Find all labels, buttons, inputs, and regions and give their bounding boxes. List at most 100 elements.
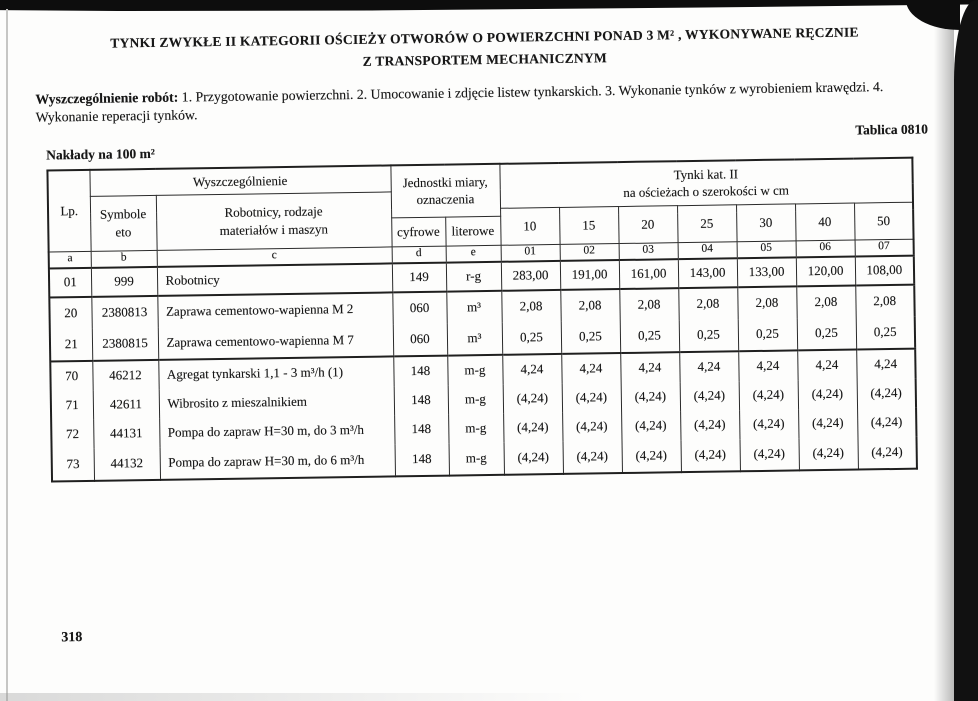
cell-value: 0,25 <box>796 317 857 351</box>
cell-value: (4,24) <box>621 410 681 441</box>
col-header-width: 30 <box>736 203 796 242</box>
cell-unit: m-g <box>447 354 503 386</box>
cell-value: 2,08 <box>501 289 561 323</box>
letter-cell: 04 <box>677 241 737 259</box>
col-header-width: 25 <box>677 204 737 243</box>
cell-value: (4,24) <box>621 439 681 473</box>
cell-value: (4,24) <box>798 437 858 471</box>
cell-value: 0,25 <box>678 318 739 352</box>
col-header-group: Tynki kat. II na ościeżach o szerokości … <box>499 157 914 208</box>
letter-cell: 03 <box>618 242 678 260</box>
cell-unit: m³ <box>446 290 502 324</box>
cell-description: Pompa do zapraw H=30 m, do 6 m³/h <box>159 443 396 480</box>
cell-symbol: 46212 <box>92 359 159 391</box>
cell-value: (4,24) <box>798 408 858 439</box>
cell-value: 4,24 <box>797 349 857 381</box>
cell-value: 0,25 <box>737 318 798 351</box>
cell-unit-code: 148 <box>393 385 449 416</box>
cell-lp: 01 <box>48 267 92 298</box>
cell-value: 0,25 <box>855 316 916 350</box>
cell-value: 191,00 <box>559 259 620 290</box>
cell-value: (4,24) <box>503 412 563 443</box>
cell-lp: 72 <box>51 419 94 450</box>
letter-cell: 07 <box>854 238 914 257</box>
works-specification: Wyszczególnienie robót: 1. Przygotowanie… <box>35 78 913 128</box>
cell-value: 2,08 <box>855 284 915 318</box>
cell-lp: 71 <box>50 390 94 421</box>
col-header-width: 15 <box>559 206 619 245</box>
cell-value: (4,24) <box>562 440 622 474</box>
cell-value: 120,00 <box>795 256 856 287</box>
cell-description: Robotnicy <box>156 263 393 296</box>
cell-value: (4,24) <box>561 382 622 413</box>
cell-value: 161,00 <box>618 258 679 289</box>
cell-unit-code: 149 <box>391 262 447 293</box>
cell-value: (4,24) <box>679 380 740 411</box>
col-header-lp: Lp. <box>47 169 91 252</box>
cell-lp: 73 <box>51 448 95 482</box>
cell-value: (4,24) <box>502 383 563 414</box>
cell-value: (4,24) <box>562 411 622 442</box>
cell-unit-code: 148 <box>393 355 448 387</box>
letter-cell: b <box>90 250 157 268</box>
cell-value: 4,24 <box>679 350 739 382</box>
cell-value: 2,08 <box>737 286 797 319</box>
cell-lp: 20 <box>49 296 92 330</box>
cell-symbol: 42611 <box>92 389 160 420</box>
cell-value: (4,24) <box>857 436 918 470</box>
cell-value: (4,24) <box>797 379 858 410</box>
cell-value: 143,00 <box>677 257 738 288</box>
letter-cell: a <box>48 250 91 269</box>
cell-value: (4,24) <box>680 409 740 440</box>
cell-value: 4,24 <box>620 351 680 383</box>
cell-value: (4,24) <box>680 438 740 472</box>
cell-value: 133,00 <box>736 257 797 287</box>
letter-cell: 02 <box>559 243 619 261</box>
cell-value: 4,24 <box>502 353 562 385</box>
cell-description: Pompa do zapraw H=30 m, do 3 m³/h <box>159 415 395 448</box>
col-header-workers: Robotnicy, rodzaje materiałów i maszyn <box>155 191 392 251</box>
header-row-1: Lp. Wyszczególnienie Jednostki miary, oz… <box>47 157 914 252</box>
col-header-width: 40 <box>795 202 855 241</box>
letter-cell: 06 <box>795 239 855 258</box>
cell-lp: 21 <box>49 328 93 362</box>
col-header-width: 20 <box>618 205 678 244</box>
scan-edge-bottom <box>0 693 587 701</box>
norms-table: Lp. Wyszczególnienie Jednostki miary, oz… <box>46 156 919 483</box>
cell-value: 4,24 <box>738 350 798 381</box>
cell-value: 108,00 <box>854 255 915 286</box>
cell-unit-code: 148 <box>394 414 449 444</box>
cell-description: Zaprawa cementowo-wapienna M 2 <box>157 292 393 328</box>
cell-value: (4,24) <box>856 378 917 409</box>
cell-description: Zaprawa cementowo-wapienna M 7 <box>157 324 394 360</box>
cell-unit: m-g <box>448 442 505 476</box>
cell-value: 2,08 <box>678 286 738 320</box>
cell-symbol: 2380813 <box>91 295 158 329</box>
letter-cell: e <box>445 244 501 263</box>
cell-unit: r-g <box>445 261 502 292</box>
scan-edge-top <box>0 0 978 11</box>
cell-description: Wibrosito z mieszalnikiem <box>158 386 395 419</box>
cell-value: 2,08 <box>796 285 856 319</box>
letter-cell: d <box>391 245 446 264</box>
cell-symbol: 999 <box>90 266 158 297</box>
col-header-symbole: Symbole eto <box>89 195 157 251</box>
page-number: 318 <box>61 629 83 645</box>
cell-unit: m³ <box>446 322 503 356</box>
cell-unit-code: 148 <box>394 443 450 476</box>
col-header-units: Jednostki miary, oznaczenia <box>390 163 501 218</box>
page-content: TYNKI ZWYKŁE II KATEGORII OŚCIEŻY OTWORÓ… <box>34 21 943 646</box>
cell-value: 2,08 <box>619 287 679 321</box>
scan-edge-right <box>954 0 978 701</box>
works-label: Wyszczególnienie robót: <box>35 89 179 107</box>
cell-lp: 70 <box>50 360 93 392</box>
cell-value: (4,24) <box>739 409 799 439</box>
cell-value: (4,24) <box>620 381 681 412</box>
cell-symbol: 44132 <box>93 447 161 481</box>
letter-cell: 01 <box>500 244 560 262</box>
col-header-units-digit: cyfrowe <box>391 216 446 247</box>
cell-unit-code: 060 <box>392 323 448 357</box>
cell-value: 4,24 <box>856 348 916 380</box>
col-header-units-letter: literowe <box>445 215 501 246</box>
cell-value: (4,24) <box>739 438 799 471</box>
